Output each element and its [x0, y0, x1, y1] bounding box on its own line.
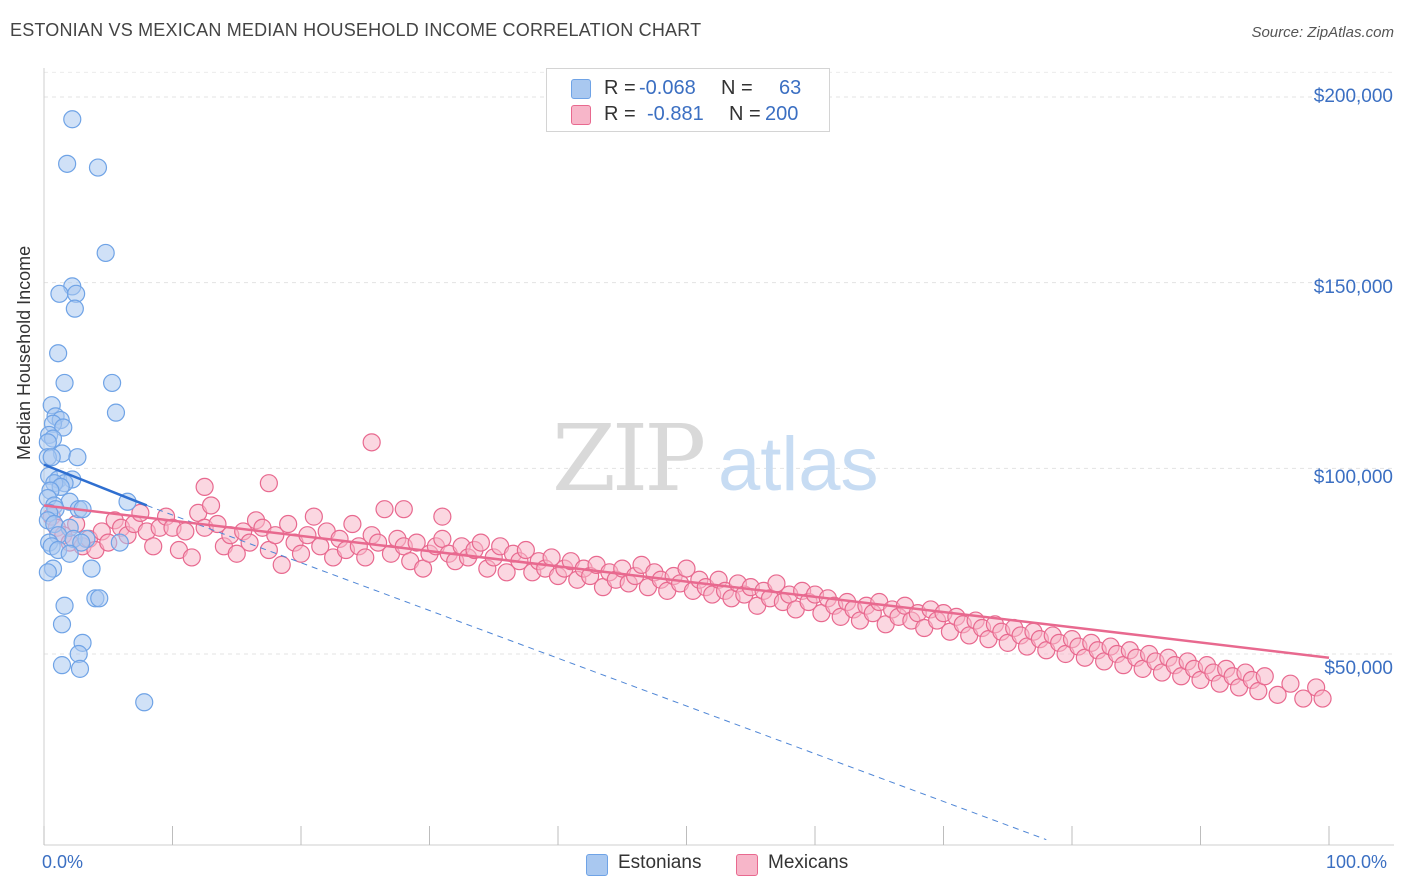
estonian-point: [90, 589, 109, 608]
legend-r-value: -0.068: [639, 77, 696, 99]
estonian-point: [65, 299, 84, 318]
y-tick-label: $100,000: [1313, 467, 1393, 488]
y-axis-label: Median Household Income: [14, 245, 34, 460]
estonian-trend-line: [43, 463, 148, 507]
legend-r-label: R =: [604, 103, 636, 125]
legend-label-mexicans: Mexicans: [768, 852, 849, 873]
mexican-point: [516, 540, 535, 560]
mexican-point: [279, 514, 298, 534]
legend-swatch-estonians: [586, 854, 608, 876]
estonian-point: [135, 693, 154, 712]
mexican-point: [227, 544, 246, 563]
watermark-atlas: atlas: [718, 422, 879, 507]
mexican-point: [291, 544, 311, 563]
legend-r-label: R =: [604, 77, 636, 99]
legend-swatch-mexicans: [571, 105, 591, 125]
estonian-point: [55, 373, 74, 393]
mexican-point: [144, 537, 163, 556]
mexican-point: [1294, 689, 1313, 708]
chart-title: ESTONIAN VS MEXICAN MEDIAN HOUSEHOLD INC…: [10, 20, 702, 40]
mexican-point: [259, 474, 278, 493]
mexican-point: [176, 522, 195, 541]
estonian-point: [88, 158, 108, 177]
mexican-point: [407, 533, 426, 552]
mexican-point: [356, 548, 375, 567]
estonian-point: [82, 559, 101, 578]
estonian-point: [110, 533, 129, 552]
estonian-point: [49, 344, 68, 363]
mexican-point: [1255, 667, 1274, 686]
mexican-point: [471, 533, 490, 552]
mexican-point: [497, 563, 516, 582]
mexican-point: [394, 500, 413, 519]
legend-n-label: N =: [721, 77, 753, 99]
legend-r-value: -0.881: [647, 103, 704, 125]
mexican-point: [182, 548, 201, 567]
source-label: Source: ZipAtlas.com: [1251, 24, 1394, 41]
x-tick-label: 0.0%: [42, 852, 84, 872]
mexican-point: [369, 533, 388, 552]
estonian-point: [52, 615, 72, 634]
x-tick-label: 100.0%: [1326, 852, 1388, 872]
mexican-point: [201, 496, 221, 515]
mexican-point: [304, 507, 323, 526]
y-tick-label: $200,000: [1313, 86, 1393, 107]
estonian-point: [106, 403, 126, 422]
mexican-point: [343, 514, 362, 534]
mexican-point: [195, 477, 214, 496]
mexican-point: [266, 526, 285, 545]
mexican-point: [433, 507, 452, 526]
estonian-point: [68, 448, 87, 467]
estonian-point: [54, 418, 73, 437]
estonian-point: [52, 656, 72, 675]
grid-lines: [44, 71, 1394, 655]
mexican-point: [677, 559, 696, 578]
axes: [43, 68, 1394, 846]
y-tick-label: $50,000: [1324, 658, 1393, 679]
estonian-point: [60, 544, 79, 563]
estonian-point: [72, 533, 91, 552]
series-estonians: [38, 110, 154, 712]
watermark-zip: ZIP: [552, 405, 703, 512]
legend-n-label: N =: [729, 103, 761, 125]
mexican-point: [375, 500, 394, 519]
mexican-point: [1281, 674, 1300, 693]
legend-swatch-estonians: [571, 79, 591, 99]
mexican-trend-line: [43, 504, 1330, 659]
estonian-point: [96, 243, 115, 263]
estonian-point: [103, 373, 122, 393]
estonian-point: [63, 110, 82, 129]
legend-swatch-mexicans: [736, 854, 758, 876]
estonian-point: [38, 563, 57, 582]
estonian-point: [50, 284, 69, 303]
estonian-trend-extension: [146, 504, 1047, 841]
estonian-point: [55, 596, 74, 615]
mexican-point: [1313, 689, 1332, 708]
legend-n-value: 200: [765, 103, 799, 125]
mexican-point: [1268, 685, 1287, 704]
estonian-point: [58, 154, 77, 173]
mexican-point: [272, 555, 291, 574]
legend-n-value: 63: [779, 77, 802, 99]
mexican-point: [240, 533, 259, 552]
estonian-point: [70, 659, 90, 678]
watermark: ZIP atlas: [552, 405, 879, 512]
estonian-point: [42, 448, 61, 467]
mexican-point: [362, 433, 381, 452]
y-tick-label: $150,000: [1313, 277, 1393, 298]
trend-lines: [43, 463, 1330, 841]
legend-label-estonians: Estonians: [618, 852, 702, 873]
correlation-legend: R = -0.068 N = 63 R = -0.881 N = 200: [546, 68, 830, 132]
